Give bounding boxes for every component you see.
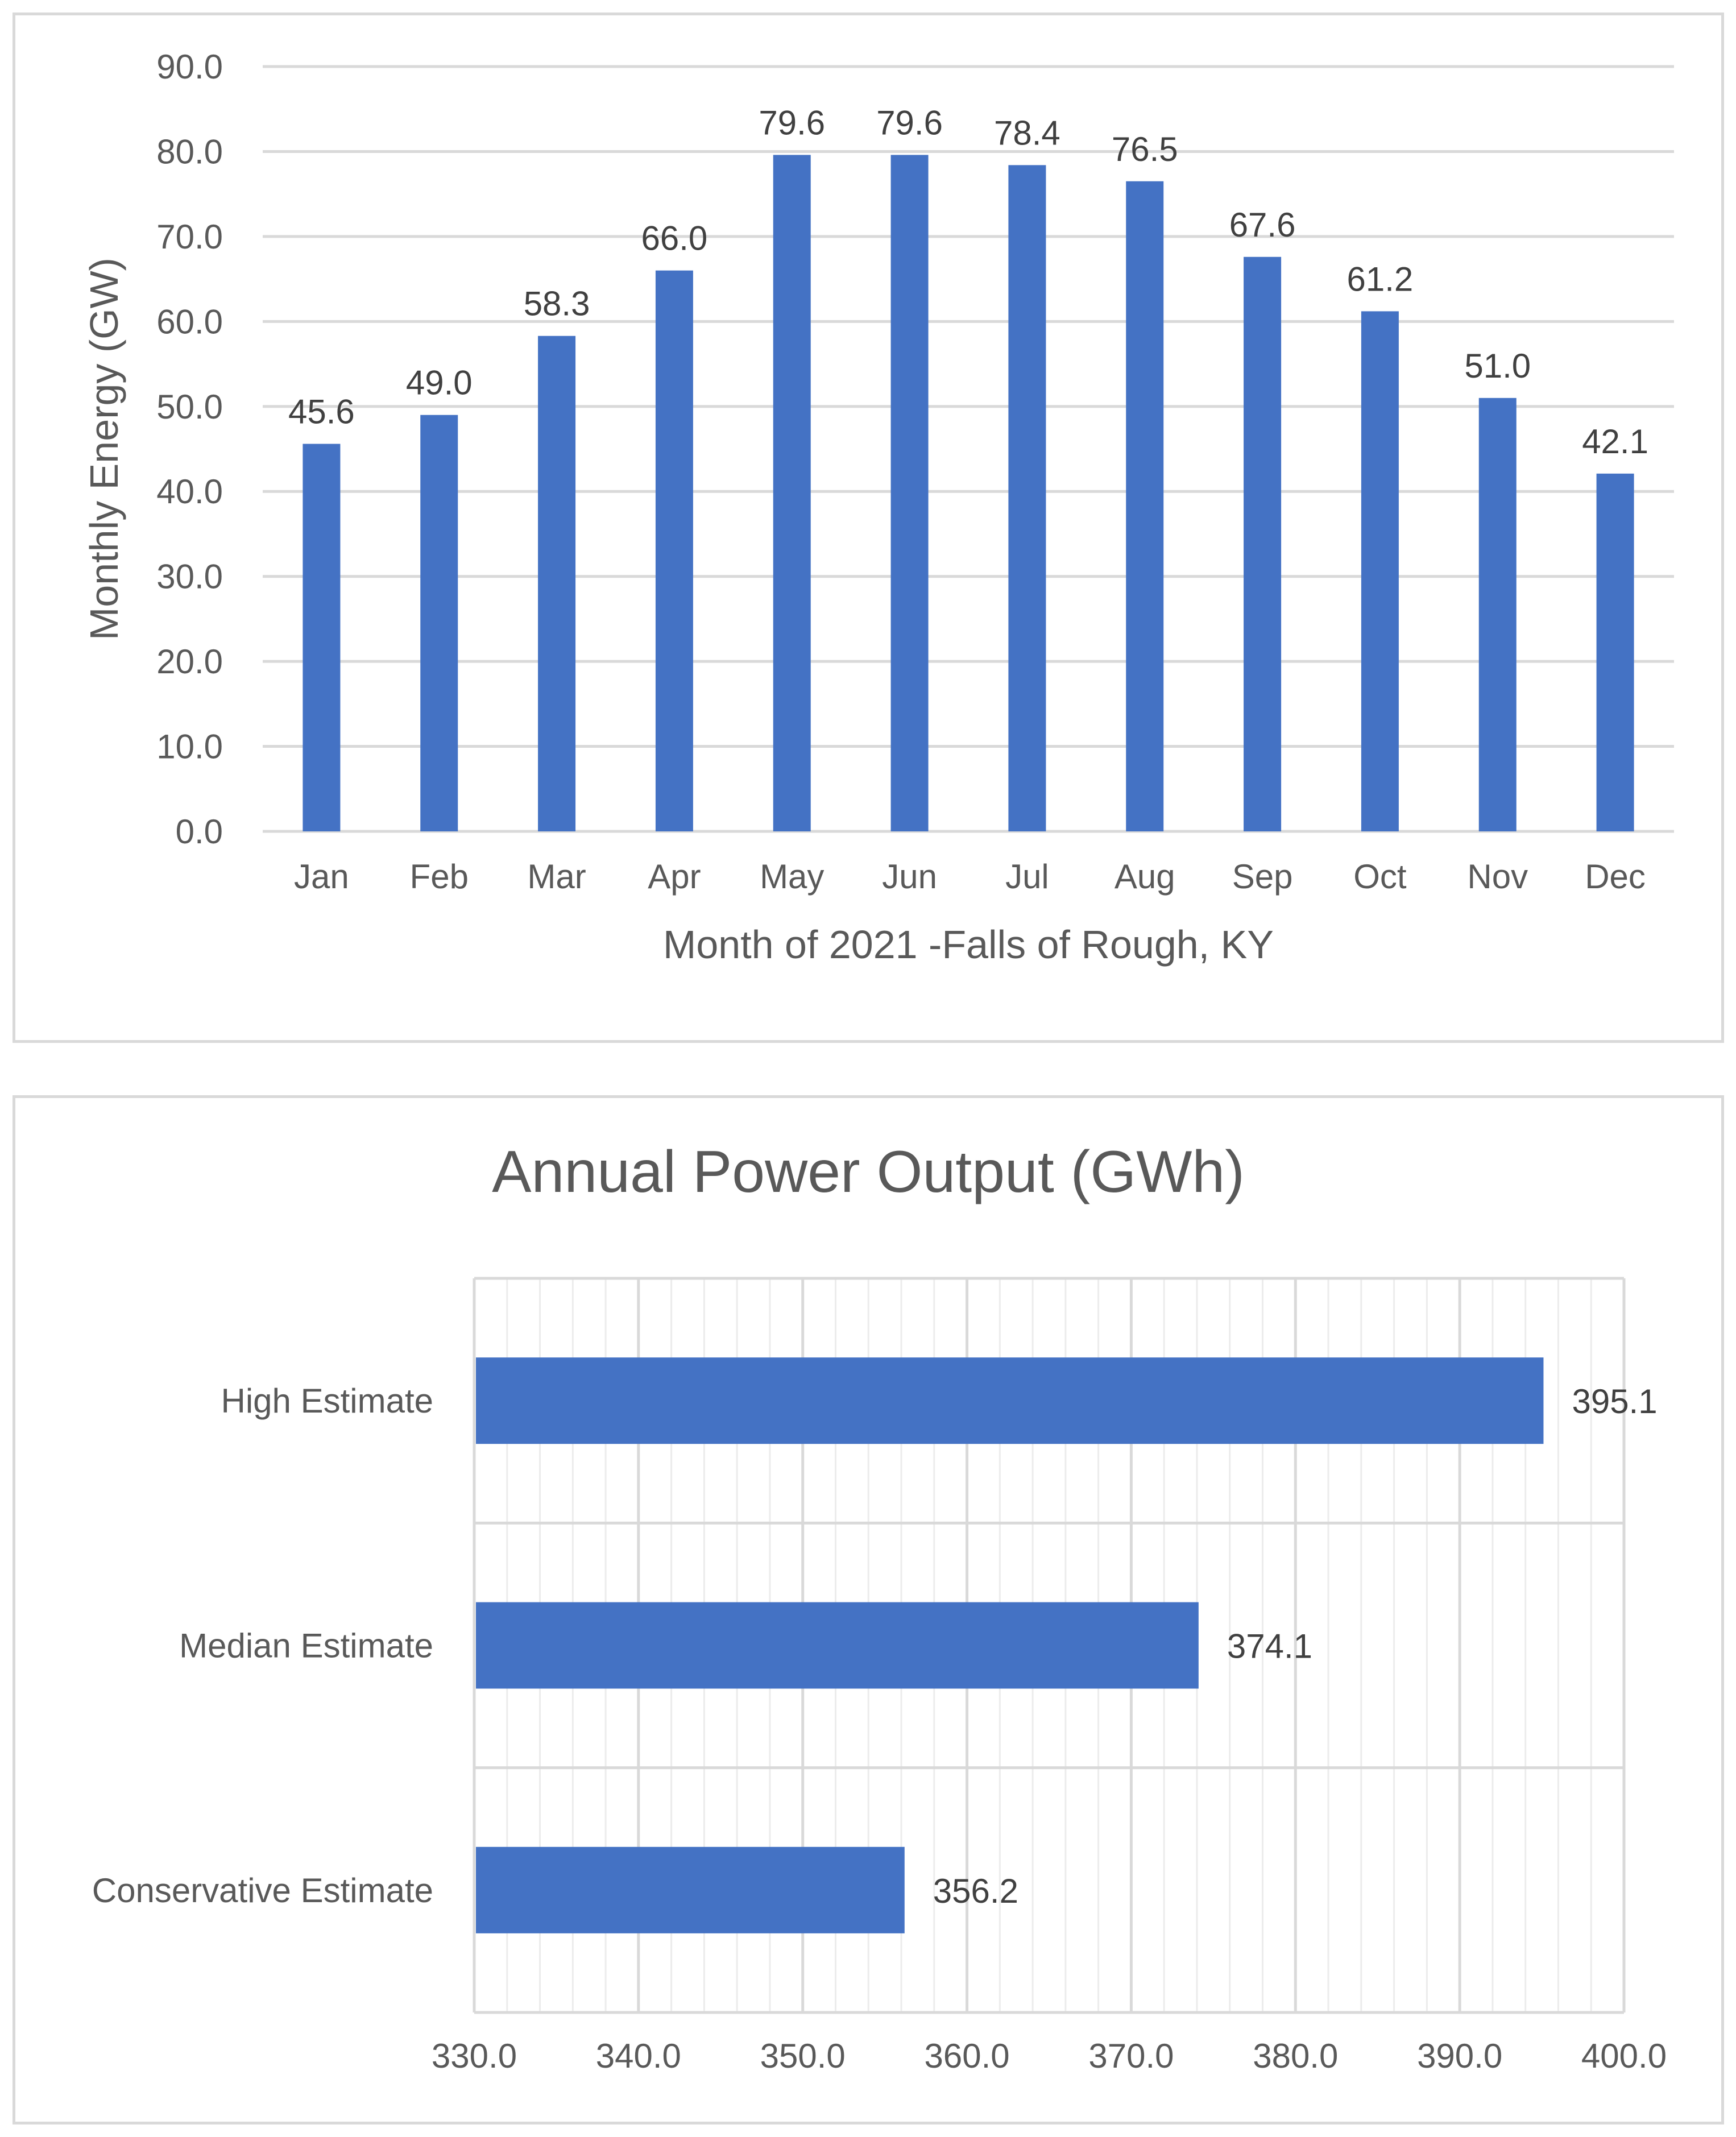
data-label: 374.1 [1227,1627,1312,1666]
annual-power-chart: Annual Power Output (GWh) 330.0 340.0 350.0… [92,1139,1667,2075]
data-label: 51.0 [1464,347,1531,385]
x-tick-label: Sep [1232,858,1293,896]
y-tick-label: 60.0 [156,303,223,341]
data-label: 67.6 [1229,206,1296,244]
y-tick-label: 50.0 [156,388,223,426]
x-tick-label: 340.0 [596,2037,681,2075]
x-tick-label: Jun [882,858,937,896]
x-tick-label: Mar [527,858,586,896]
bar-nov [1478,397,1517,831]
category-label: Conservative Estimate [92,1871,433,1910]
y-tick-label: 40.0 [156,473,223,511]
x-tick-label: 360.0 [924,2037,1009,2075]
chart-title: Annual Power Output (GWh) [492,1139,1245,1205]
data-label: 356.2 [933,1872,1018,1910]
x-tick-label: Dec [1585,858,1646,896]
x-tick-label: 400.0 [1581,2037,1667,2075]
x-tick-label: 330.0 [432,2037,517,2075]
bar-jul [1008,165,1046,831]
x-tick-label: Jan [294,858,349,896]
data-label: 395.1 [1572,1382,1657,1420]
bar-high-estimate [476,1357,1544,1444]
y-tick-label: 0.0 [176,813,223,851]
data-label: 79.6 [759,103,825,142]
bar-jan [303,444,341,831]
bar-conservative-estimate [476,1846,905,1933]
monthly-energy-chart: 0.0 10.0 20.0 30.0 40.0 50.0 60.0 70.0 80.0 90.0 4… [82,48,1674,967]
y-tick-label: 70.0 [156,218,223,256]
y-tick-label: 80.0 [156,132,223,171]
data-label: 78.4 [994,114,1060,152]
bar-feb [420,415,458,831]
y-tick-label: 90.0 [156,48,223,86]
bar-sep [1244,256,1282,831]
x-tick-label: 390.0 [1417,2037,1502,2075]
data-label: 49.0 [406,364,473,402]
bar-may [773,155,811,831]
x-tick-label: Jul [1005,858,1049,896]
x-tick-label: 350.0 [760,2037,846,2075]
x-tick-label: Feb [410,858,469,896]
monthly-energy-chart-panel: 0.0 10.0 20.0 30.0 40.0 50.0 60.0 70.0 80.0 90.0 4… [13,13,1724,1043]
x-tick-label: 370.0 [1088,2037,1174,2075]
bar-apr [655,270,693,832]
data-label: 61.2 [1347,260,1414,298]
bar-dec [1596,473,1634,831]
bar-mar [538,336,576,831]
x-axis-title: Month of 2021 -Falls of Rough, KY [663,922,1274,967]
data-label: 79.6 [876,103,943,142]
bar-oct [1361,311,1399,831]
y-tick-label: 20.0 [156,643,223,681]
y-axis-title: Monthly Energy (GW) [82,258,126,640]
data-label: 76.5 [1112,130,1178,168]
data-label: 42.1 [1582,423,1648,461]
data-label: 58.3 [524,285,590,323]
x-tick-label: May [760,858,824,896]
bar-aug [1126,181,1164,831]
annual-power-chart-panel: Annual Power Output (GWh) 330.0 340.0 350.0… [13,1095,1724,2124]
category-label: High Estimate [221,1382,433,1420]
x-tick-label: Aug [1114,858,1175,896]
x-tick-label: Apr [648,858,701,896]
bar-jun [890,155,929,831]
x-tick-label: 380.0 [1253,2037,1338,2075]
data-label: 66.0 [641,220,708,258]
x-tick-label: Oct [1353,858,1407,896]
data-label: 45.6 [288,393,355,431]
category-label: Median Estimate [179,1627,433,1665]
bar-median-estimate [476,1602,1199,1689]
x-tick-label: Nov [1467,858,1528,896]
y-tick-label: 30.0 [156,558,223,596]
y-tick-label: 10.0 [156,728,223,766]
